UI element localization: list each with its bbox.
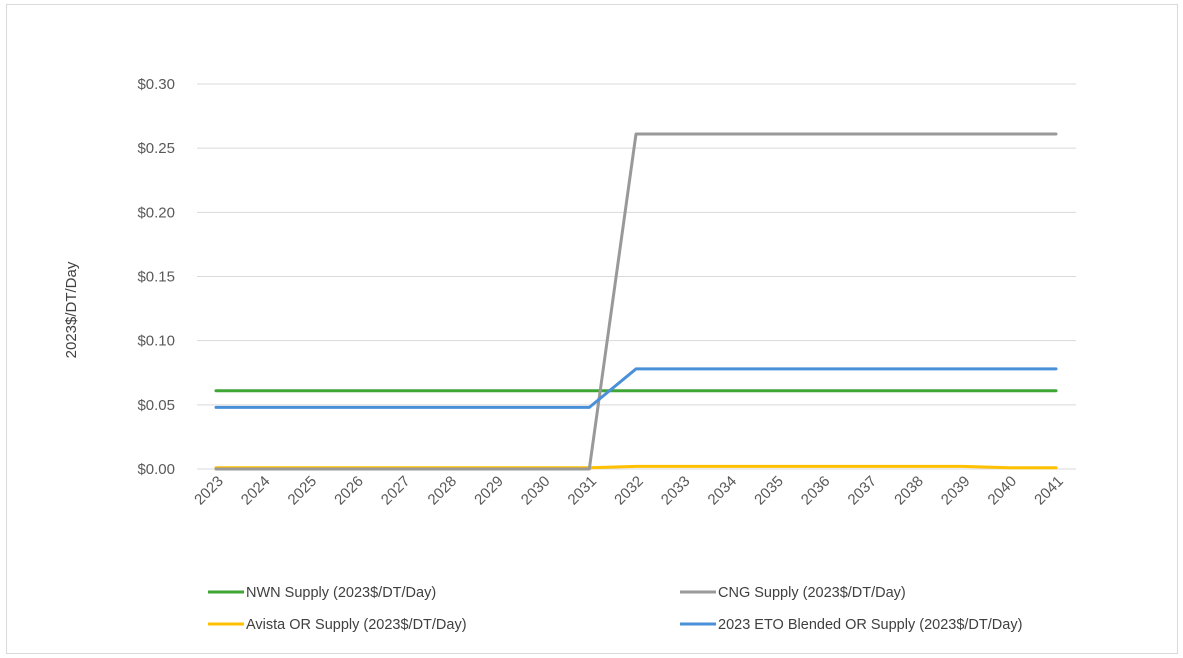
x-tick-label: 2029 — [471, 473, 507, 509]
gridlines — [197, 83, 1076, 470]
y-tick-label: $0.20 — [137, 204, 175, 221]
legend-item: 2023 ETO Blended OR Supply (2023$/DT/Day… — [680, 617, 1022, 633]
series-line-2 — [214, 132, 1058, 471]
legend-item: CNG Supply (2023$/DT/Day) — [680, 585, 906, 601]
x-tick-label: 2025 — [285, 473, 321, 509]
legend-label: Avista OR Supply (2023$/DT/Day) — [246, 617, 467, 633]
x-tick-label: 2032 — [611, 473, 647, 509]
legend-item: NWN Supply (2023$/DT/Day) — [208, 585, 436, 601]
x-tick-label: 2026 — [331, 473, 367, 509]
x-tick-label: 2034 — [705, 473, 741, 509]
x-tick-label: 2041 — [1031, 473, 1067, 509]
x-tick-label: 2031 — [565, 473, 601, 509]
x-tick-label: 2033 — [658, 473, 694, 509]
x-tick-label: 2024 — [238, 473, 274, 509]
legend-label: NWN Supply (2023$/DT/Day) — [246, 585, 436, 601]
chart-frame — [6, 4, 1178, 654]
y-axis-title: 2023$/DT/Day — [63, 261, 80, 358]
series-lines — [214, 132, 1058, 471]
legend-label: 2023 ETO Blended OR Supply (2023$/DT/Day… — [718, 617, 1022, 633]
x-tick-label: 2036 — [798, 473, 834, 509]
series-line-4 — [214, 367, 1058, 409]
y-tick-label: $0.00 — [137, 461, 175, 478]
x-tick-label: 2023 — [191, 473, 227, 509]
x-tick-label: 2027 — [378, 473, 414, 509]
legend-item: Avista OR Supply (2023$/DT/Day) — [208, 617, 467, 633]
y-tick-label: $0.25 — [137, 140, 175, 157]
x-tick-label: 2037 — [845, 473, 881, 509]
x-tick-label: 2035 — [751, 473, 787, 509]
y-tick-label: $0.10 — [137, 333, 175, 350]
y-axis-ticks: $0.00 $0.05 $0.10 $0.15 $0.20 $0.25 $0.30 — [137, 76, 175, 478]
y-tick-label: $0.15 — [137, 269, 175, 286]
x-tick-label: 2028 — [425, 473, 461, 509]
x-axis-ticks: 2023 2024 2025 2026 2027 2028 2029 2030 2031 2032… — [191, 473, 1067, 509]
y-tick-label: $0.05 — [137, 397, 175, 414]
x-tick-label: 2040 — [985, 473, 1021, 509]
x-tick-label: 2039 — [938, 473, 974, 509]
legend: NWN Supply (2023$/DT/Day) CNG Supply (202… — [208, 585, 1022, 633]
legend-label: CNG Supply (2023$/DT/Day) — [718, 585, 906, 601]
y-tick-label: $0.30 — [137, 76, 175, 93]
x-tick-label: 2030 — [518, 473, 554, 509]
x-tick-label: 2038 — [891, 473, 927, 509]
